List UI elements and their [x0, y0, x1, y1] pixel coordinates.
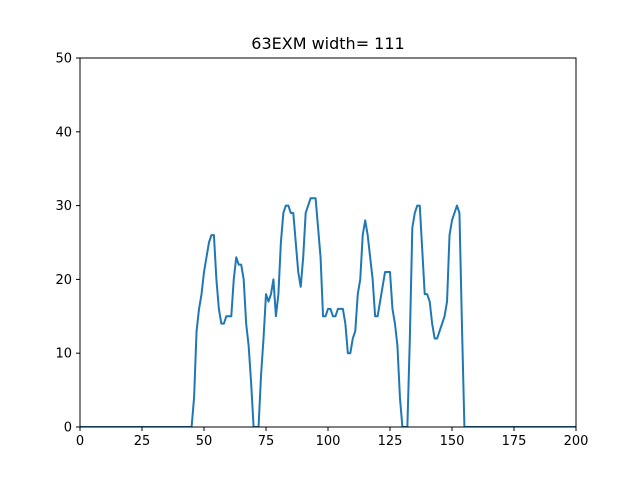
axes: 0 25 50 75 100 125 150 175 200 0 10 20 30 40 50 [55, 52, 588, 450]
x-tick-label: 150 [440, 434, 465, 449]
x-tick-label: 125 [378, 434, 403, 449]
x-tick-label: 25 [134, 434, 151, 449]
x-tick-label: 75 [258, 434, 275, 449]
y-tick-label: 10 [55, 347, 72, 362]
plot-area [80, 197, 576, 427]
x-tick-label: 50 [196, 434, 213, 449]
axes-frame [79, 57, 577, 428]
y-tick-label: 0 [64, 421, 72, 436]
x-tick-label: 175 [502, 434, 527, 449]
x-tick-label: 0 [76, 434, 84, 449]
y-tick-label: 40 [55, 125, 72, 140]
y-tick-label: 20 [55, 273, 72, 288]
y-tick-label: 30 [55, 199, 72, 214]
x-tick-label: 200 [564, 434, 589, 449]
series-line-1 [80, 197, 576, 427]
chart-title: 63EXM width= 111 [251, 34, 404, 53]
x-tick-label: 100 [316, 434, 341, 449]
y-tick-label: 50 [55, 52, 72, 67]
